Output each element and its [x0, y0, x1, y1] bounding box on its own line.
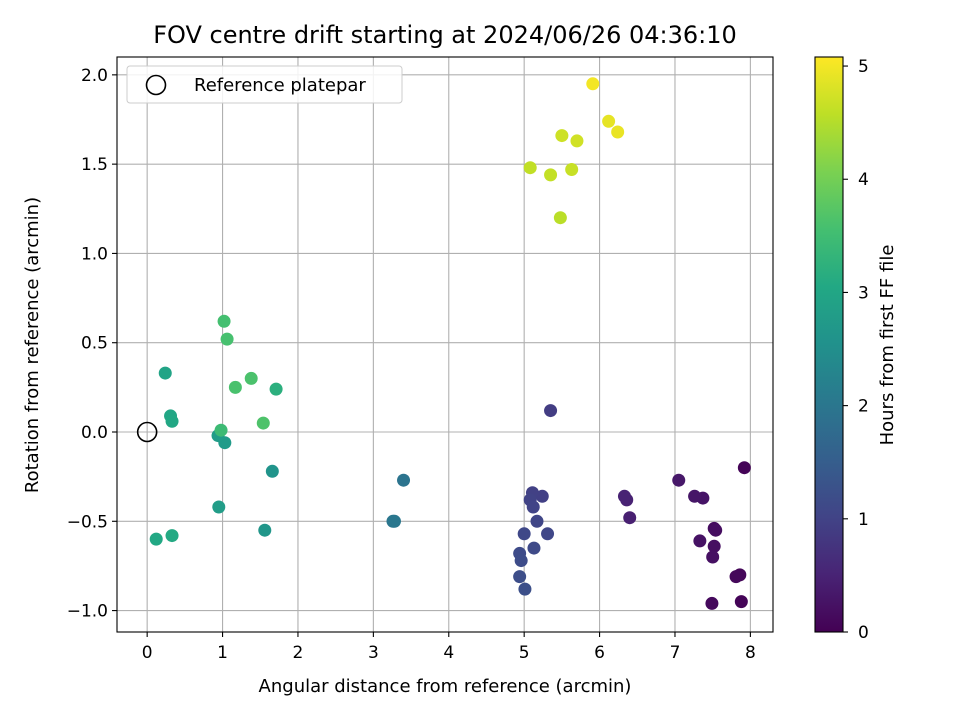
data-points: [149, 77, 751, 610]
grid-lines: [117, 57, 773, 632]
colorbar-tick-label: 1: [858, 510, 869, 530]
x-axis-ticks: 0 1 2 3 4 5 6 7 8: [142, 632, 756, 663]
data-point: [544, 168, 558, 182]
data-point: [214, 423, 228, 437]
y-tick-label: 2.0: [81, 66, 108, 86]
data-point: [228, 380, 242, 394]
data-point: [705, 596, 719, 610]
reference-platepar-marker: [136, 421, 158, 443]
data-point: [530, 514, 544, 528]
data-point: [553, 211, 567, 225]
colorbar-ticks: 0 1 2 3 4 5: [843, 57, 869, 643]
data-point: [611, 125, 625, 139]
data-point: [709, 523, 723, 537]
x-tick-label: 0: [142, 643, 153, 663]
y-tick-label: −0.5: [67, 512, 108, 532]
data-point: [527, 541, 541, 555]
x-tick-label: 5: [519, 643, 530, 663]
data-point: [544, 404, 558, 418]
data-point: [165, 414, 179, 428]
legend-box: [126, 65, 403, 104]
x-tick-label: 3: [368, 643, 379, 663]
data-point: [623, 511, 637, 525]
x-tick-label: 1: [217, 643, 228, 663]
y-tick-label: 0.0: [81, 423, 108, 443]
colorbar-tick-label: 4: [858, 170, 869, 190]
data-point: [688, 489, 702, 503]
data-point: [570, 134, 584, 148]
data-point: [258, 523, 272, 537]
data-point: [397, 473, 411, 487]
data-point: [734, 595, 748, 609]
colorbar-tick-label: 0: [858, 623, 869, 643]
plot-frame: [116, 56, 774, 633]
x-tick-label: 4: [443, 643, 454, 663]
colorbar-tick-label: 3: [858, 283, 869, 303]
data-point: [586, 77, 600, 91]
data-point: [617, 489, 631, 503]
data-point: [212, 500, 226, 514]
data-point: [602, 114, 616, 128]
x-tick-label: 6: [594, 643, 605, 663]
data-point: [518, 582, 532, 596]
legend: Reference platepar: [126, 65, 403, 104]
data-point: [535, 489, 549, 503]
legend-label: Reference platepar: [194, 75, 366, 96]
data-point: [517, 527, 531, 541]
x-tick-label: 8: [745, 643, 756, 663]
y-tick-label: 1.0: [81, 244, 108, 264]
data-point: [217, 314, 231, 328]
x-tick-label: 7: [670, 643, 681, 663]
y-tick-label: 1.5: [81, 155, 108, 175]
colorbar-gradient: [814, 56, 844, 633]
data-point: [693, 534, 707, 548]
y-tick-label: 0.5: [81, 334, 108, 354]
data-point: [158, 366, 172, 380]
y-axis-label: Rotation from reference (arcmin): [22, 197, 43, 493]
data-point: [541, 527, 555, 541]
data-point: [165, 529, 179, 543]
data-point: [265, 464, 279, 478]
data-point: [220, 332, 234, 346]
data-point: [729, 570, 743, 584]
colorbar-label: Hours from first FF file: [877, 245, 898, 446]
data-point: [526, 500, 540, 514]
colorbar-tick-label: 2: [858, 397, 869, 417]
chart-title: FOV centre drift starting at 2024/06/26 …: [153, 21, 737, 49]
y-axis-ticks: −1.0 −0.5 0.0 0.5 1.0 1.5 2.0: [67, 66, 117, 622]
data-point: [513, 570, 527, 584]
data-point: [149, 532, 163, 546]
colorbar-tick-label: 5: [858, 57, 869, 77]
y-tick-label: −1.0: [67, 602, 108, 622]
data-point: [555, 129, 569, 143]
x-axis-label: Angular distance from reference (arcmin): [259, 676, 632, 697]
data-point: [672, 473, 686, 487]
data-point: [269, 382, 283, 396]
data-point: [244, 371, 258, 385]
data-point: [737, 461, 751, 475]
data-point: [565, 163, 579, 176]
data-point: [514, 554, 528, 568]
data-point: [387, 514, 401, 528]
data-point: [706, 550, 720, 564]
x-tick-label: 2: [293, 643, 304, 663]
data-point: [707, 539, 721, 553]
legend-marker-open-circle: [145, 74, 167, 96]
data-point: [256, 416, 270, 430]
colorbar: 0 1 2 3 4 5 Hours from first FF file: [814, 56, 898, 643]
data-point: [523, 161, 537, 175]
